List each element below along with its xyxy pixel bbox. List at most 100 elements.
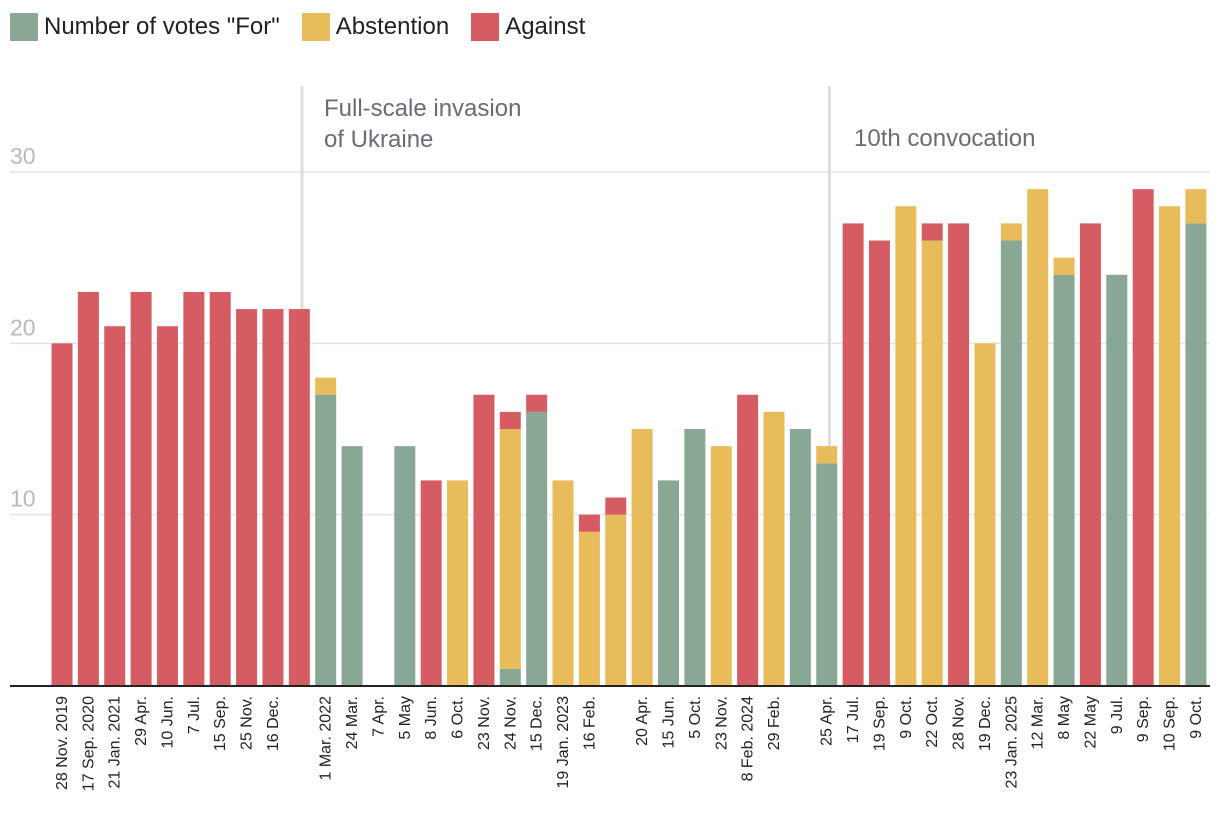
- x-tick-label-13: 5 May: [397, 696, 414, 740]
- x-tick-label-29: 25 Apr.: [819, 696, 836, 746]
- x-tick-label-40: 9 Jul.: [1109, 696, 1126, 734]
- legend-item-abstention: Abstention: [301, 13, 450, 41]
- bar-against-1: [77, 291, 99, 686]
- bar-against-31: [868, 240, 890, 687]
- bar-abstention-27: [763, 411, 785, 686]
- legend-swatch-abstention: [301, 13, 330, 41]
- x-tick-label-16: 23 Nov.: [476, 696, 493, 750]
- bar-abstention-29: [816, 446, 838, 464]
- x-label-layer: 28 Nov. 2019 17 Sep. 2020 21 Jan. 2021 29 A…: [54, 696, 1205, 791]
- bar-for-11: [341, 446, 363, 686]
- bar-against-0: [51, 343, 73, 686]
- legend-swatch-for: [10, 13, 38, 41]
- bar-abstention-37: [1027, 189, 1049, 686]
- x-tick-label-4: 10 Jun.: [159, 696, 176, 748]
- bar-against-2: [104, 326, 126, 686]
- x-tick-label-39: 22 May: [1082, 696, 1099, 748]
- bar-against-5: [183, 291, 205, 686]
- bar-abstention-20: [578, 531, 600, 686]
- bar-against-34: [948, 223, 970, 686]
- legend-label-for: Number of votes "For": [44, 13, 280, 40]
- bar-for-43: [1185, 223, 1207, 686]
- bar-against-14: [420, 480, 442, 686]
- convocation-annotation: 10th convocation: [854, 125, 1035, 152]
- x-tick-label-11: 24 Mar.: [344, 696, 361, 749]
- x-tick-label-37: 12 Mar.: [1030, 696, 1047, 749]
- bar-against-30: [842, 223, 864, 686]
- bar-for-38: [1053, 274, 1075, 686]
- bar-against-39: [1079, 223, 1101, 686]
- x-tick-label-25: 23 Nov.: [713, 696, 730, 750]
- bar-abstention-36: [1000, 223, 1022, 241]
- bar-for-18: [526, 411, 548, 686]
- x-tick-label-17: 24 Nov.: [502, 696, 519, 750]
- legend-item-against: Against: [471, 13, 585, 41]
- x-tick-label-31: 19 Sep.: [871, 696, 888, 751]
- x-tick-label-30: 17 Jul.: [845, 696, 862, 743]
- bar-abstention-32: [895, 206, 917, 686]
- x-tick-label-22: 20 Apr.: [634, 696, 651, 746]
- bar-abstention-33: [921, 240, 943, 687]
- x-tick-label-12: 7 Apr.: [370, 696, 387, 737]
- legend-label-against: Against: [505, 13, 586, 40]
- bar-for-10: [315, 394, 337, 686]
- bar-for-23: [658, 480, 680, 686]
- x-tick-label-3: 29 Apr.: [133, 696, 150, 746]
- bar-abstention-21: [605, 514, 627, 686]
- x-tick-label-1: 17 Sep. 2020: [80, 696, 97, 791]
- x-tick-label-32: 9 Oct.: [898, 696, 915, 739]
- bar-against-26: [737, 394, 759, 686]
- bar-against-9: [288, 309, 310, 686]
- x-tick-label-20: 16 Feb.: [581, 696, 598, 750]
- x-tick-label-36: 23 Jan. 2025: [1003, 696, 1020, 789]
- y-tick-label-30: 30: [10, 143, 36, 169]
- bar-abstention-22: [631, 429, 653, 686]
- bar-against-18: [526, 394, 548, 412]
- invasion-annotation-line1: Full-scale invasion: [324, 95, 521, 122]
- bar-for-24: [684, 429, 706, 686]
- bar-against-3: [130, 291, 152, 686]
- legend-swatch-against: [471, 13, 500, 41]
- bar-against-20: [578, 514, 600, 532]
- bar-against-21: [605, 497, 627, 515]
- bar-for-28: [789, 429, 811, 686]
- x-tick-label-35: 19 Dec.: [977, 696, 994, 751]
- bar-abstention-25: [710, 446, 732, 686]
- bar-against-8: [262, 309, 284, 686]
- bar-against-6: [209, 291, 231, 686]
- legend: Number of votes "For" Abstention Against: [10, 10, 585, 44]
- x-tick-label-19: 19 Jan. 2023: [555, 696, 572, 789]
- x-tick-label-7: 25 Nov.: [239, 696, 256, 750]
- legend-item-for: Number of votes "For": [10, 13, 280, 41]
- bar-abstention-10: [315, 377, 337, 395]
- bar-abstention-35: [974, 343, 996, 686]
- x-tick-label-2: 21 Jan. 2021: [107, 696, 124, 789]
- x-tick-label-43: 9 Oct.: [1188, 696, 1205, 739]
- bar-against-7: [236, 309, 258, 686]
- bar-abstention-15: [447, 480, 469, 686]
- y-tick-label-20: 20: [10, 314, 36, 340]
- bar-against-33: [921, 223, 943, 241]
- x-tick-label-33: 22 Oct.: [924, 696, 941, 748]
- bar-for-29: [816, 463, 838, 686]
- x-tick-label-34: 28 Nov.: [951, 696, 968, 750]
- x-tick-label-5: 7 Jul.: [186, 696, 203, 734]
- x-tick-label-41: 9 Sep.: [1135, 696, 1152, 742]
- legend-label-abstention: Abstention: [335, 13, 450, 40]
- x-tick-label-0: 28 Nov. 2019: [54, 696, 71, 790]
- bar-against-16: [473, 394, 495, 686]
- bar-against-41: [1132, 189, 1154, 686]
- bar-abstention-19: [552, 480, 574, 686]
- x-tick-label-27: 29 Feb.: [766, 696, 783, 750]
- x-tick-label-8: 16 Dec.: [265, 696, 282, 751]
- x-tick-label-18: 15 Dec.: [529, 696, 546, 751]
- y-tick-label-10: 10: [10, 486, 36, 512]
- bar-abstention-43: [1185, 189, 1207, 224]
- bar-against-17: [499, 411, 521, 429]
- x-tick-label-38: 8 May: [1056, 696, 1073, 740]
- x-tick-label-24: 5 Oct.: [687, 696, 704, 739]
- bar-against-4: [156, 326, 178, 686]
- x-tick-label-10: 1 Mar. 2022: [318, 696, 335, 781]
- bar-layer: [51, 189, 1207, 687]
